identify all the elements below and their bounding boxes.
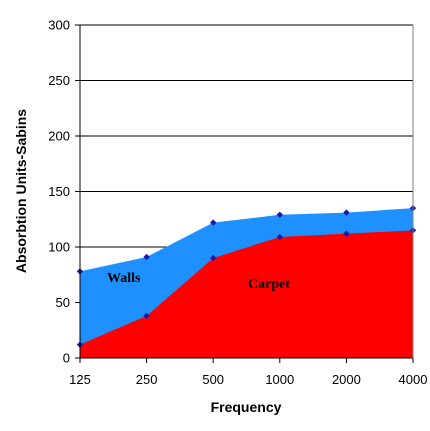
y-tick-label-150: 150 xyxy=(48,184,70,199)
y-tick-label-250: 250 xyxy=(48,73,70,88)
marker-walls-250 xyxy=(143,253,150,261)
y-tick-label-200: 200 xyxy=(48,129,70,144)
y-tick-label-50: 50 xyxy=(56,295,70,310)
area-carpet xyxy=(80,230,413,358)
x-axis-title: Frequency xyxy=(211,399,282,415)
marker-carpet-250 xyxy=(143,312,150,320)
series-label-walls: Walls xyxy=(107,271,141,286)
x-tick-labels: 125 250 500 1000 2000 4000 xyxy=(69,372,427,387)
y-tick-label-0: 0 xyxy=(63,351,70,366)
marker-walls-500 xyxy=(210,219,217,226)
x-tick-label-4000: 4000 xyxy=(399,372,428,387)
y-tick-label-300: 300 xyxy=(48,18,70,33)
marker-carpet-2000 xyxy=(343,230,350,237)
marker-carpet-500 xyxy=(210,254,217,262)
x-tick-label-2000: 2000 xyxy=(332,372,361,387)
series-areas xyxy=(80,208,413,358)
y-axis-title: Absorbtion Units-Sabins xyxy=(13,109,29,273)
x-tick-label-1000: 1000 xyxy=(265,372,294,387)
y-tick-labels: 0 50 100 150 200 250 300 xyxy=(48,18,70,366)
series-label-carpet: Carpet xyxy=(248,277,290,292)
x-tick-label-250: 250 xyxy=(136,372,158,387)
marker-walls-1000 xyxy=(276,211,283,219)
y-tick-label-100: 100 xyxy=(48,240,70,255)
marker-walls-2000 xyxy=(343,209,350,216)
x-tick-label-125: 125 xyxy=(69,372,91,387)
axes xyxy=(75,24,414,363)
x-tick-label-500: 500 xyxy=(202,372,224,387)
marker-carpet-1000 xyxy=(276,233,283,241)
